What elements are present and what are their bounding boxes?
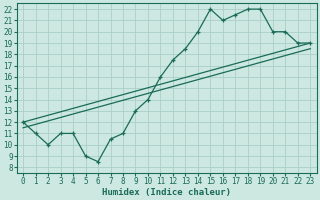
- X-axis label: Humidex (Indice chaleur): Humidex (Indice chaleur): [102, 188, 231, 197]
